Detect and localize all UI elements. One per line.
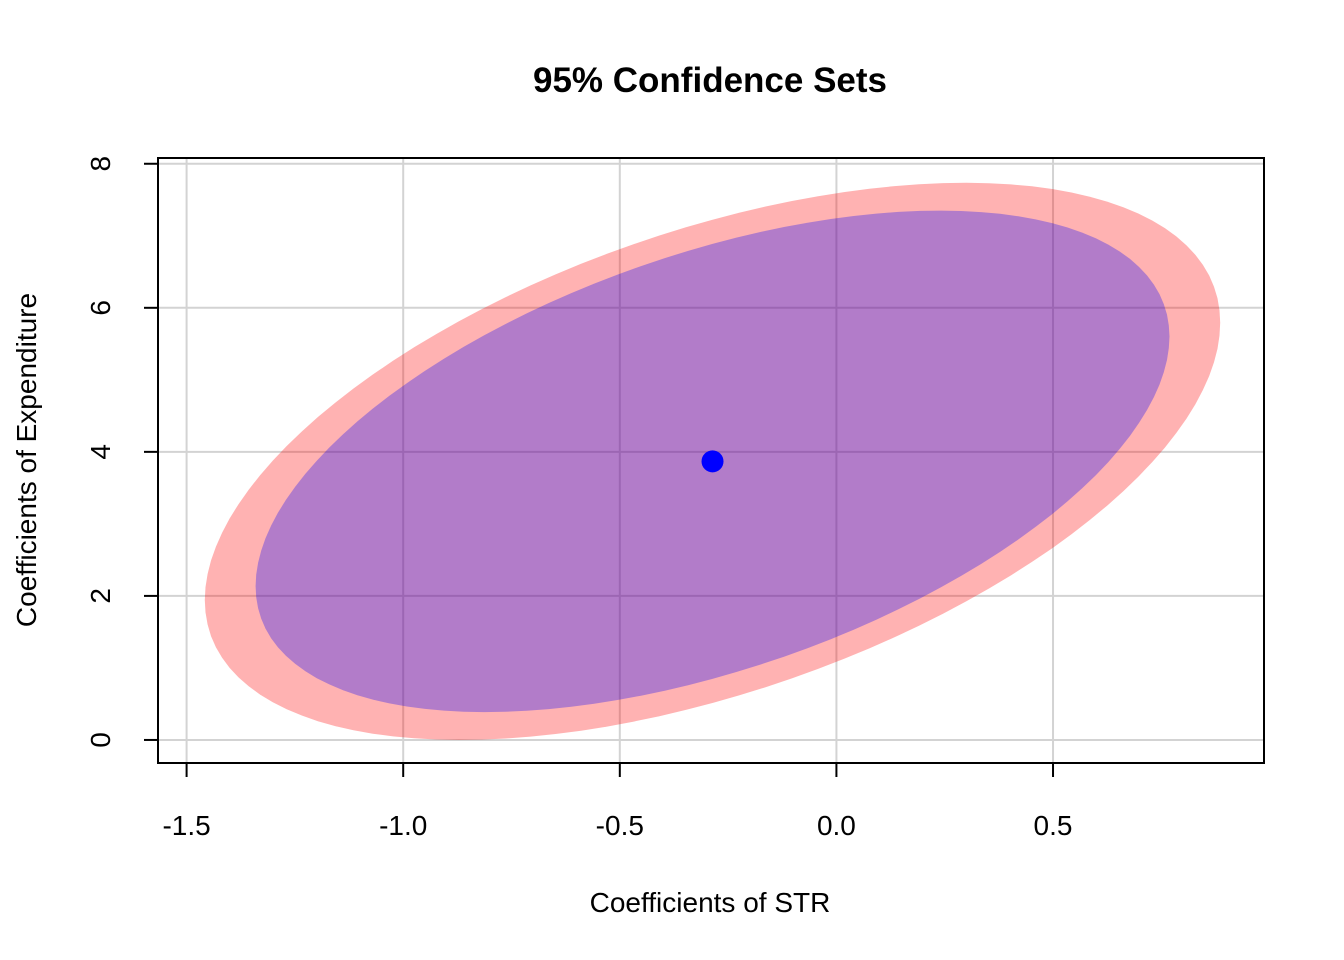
x-tick-label: -1.0: [379, 810, 427, 841]
y-tick-label: 0: [85, 732, 116, 748]
point-estimates: [701, 450, 724, 473]
y-tick-label: 4: [85, 444, 116, 460]
point-estimate: [701, 450, 724, 473]
x-tick-label: -0.5: [596, 810, 644, 841]
x-tick-label: 0.5: [1034, 810, 1073, 841]
y-axis-label: Coefficients of Expenditure: [11, 293, 42, 627]
y-tick-label: 6: [85, 300, 116, 316]
x-tick-label: 0.0: [817, 810, 856, 841]
x-tick-label: -1.5: [162, 810, 210, 841]
x-axis: -1.5 -1.0 -0.5 0.0 0.5: [162, 762, 1073, 841]
y-tick-label: 8: [85, 156, 116, 172]
grid: [158, 158, 1264, 763]
y-tick-label: 2: [85, 588, 116, 604]
x-axis-label: Coefficients of STR: [590, 887, 831, 918]
chart-title: 95% Confidence Sets: [533, 61, 887, 100]
y-axis: 0 2 4 6 8: [85, 156, 159, 748]
